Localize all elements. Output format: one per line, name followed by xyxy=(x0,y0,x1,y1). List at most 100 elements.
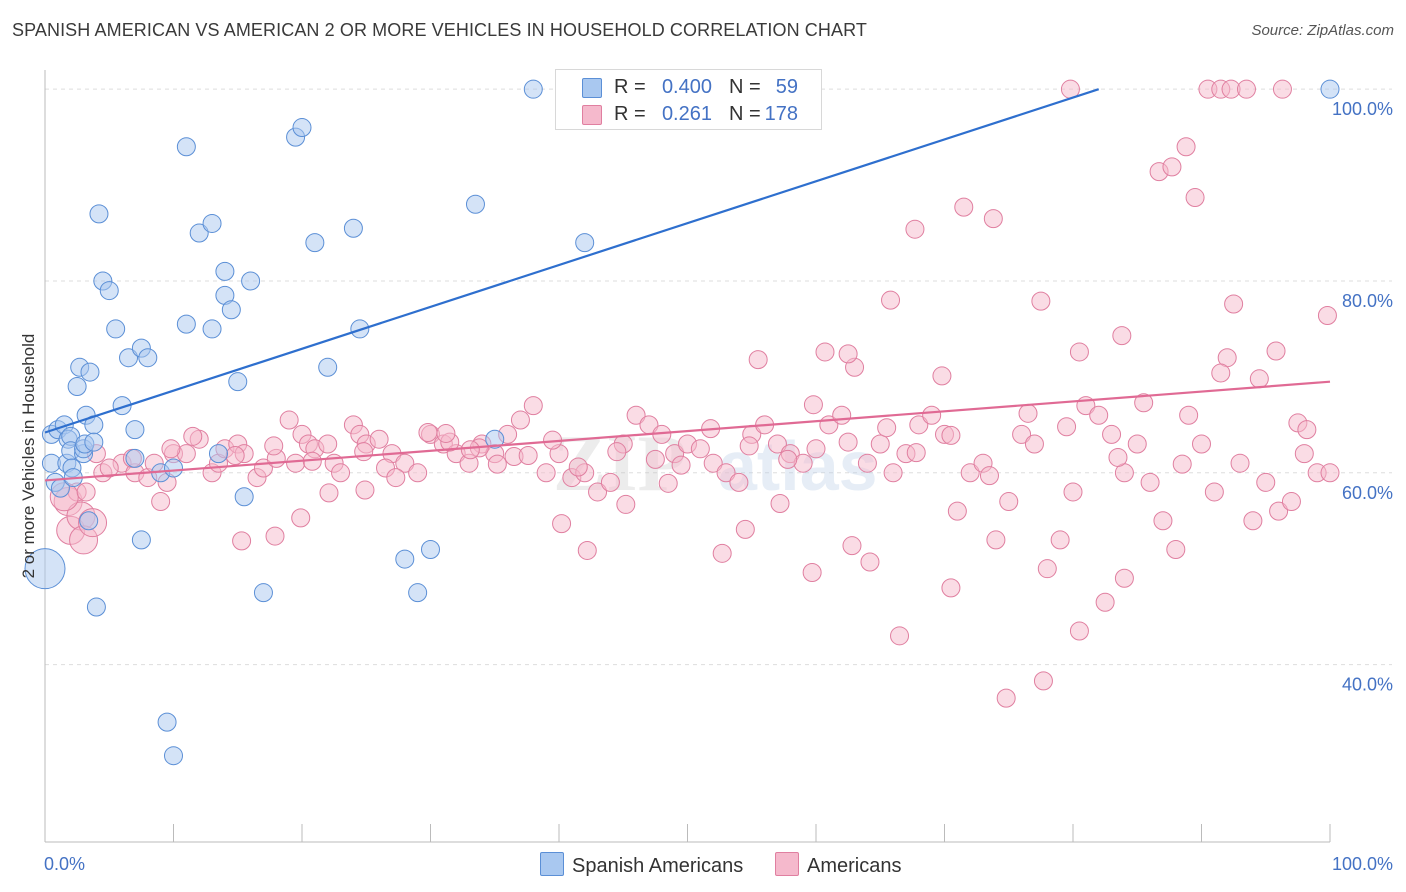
spanish-american-point xyxy=(176,314,196,334)
american-point xyxy=(806,439,826,459)
american-point xyxy=(922,405,942,425)
american-point xyxy=(983,209,1003,229)
american-point xyxy=(286,453,306,473)
american-point xyxy=(76,482,96,502)
american-point xyxy=(354,442,374,462)
y-tick-label: 40.0% xyxy=(1342,675,1393,695)
spanish-american-point xyxy=(79,511,99,531)
legend-n-value: 59 xyxy=(775,76,798,98)
legend-swatch-blue xyxy=(582,78,602,98)
spanish-american-point xyxy=(318,357,338,377)
american-point xyxy=(1176,137,1196,157)
american-point xyxy=(577,540,597,560)
american-point xyxy=(1134,393,1154,413)
spanish-american-point xyxy=(89,204,109,224)
bottom-legend-label: Americans xyxy=(807,855,902,877)
spanish-american-point xyxy=(80,362,100,382)
american-point xyxy=(1162,157,1182,177)
spanish-american-point xyxy=(343,218,363,238)
spanish-american-point xyxy=(215,261,235,281)
spanish-american-point xyxy=(523,79,543,99)
american-point xyxy=(395,453,415,473)
spanish-american-point xyxy=(99,281,119,301)
american-point xyxy=(1192,434,1211,454)
legend-swatch-pink xyxy=(582,105,602,125)
legend-r-value: 0.261 xyxy=(661,103,712,125)
american-point xyxy=(600,472,620,492)
spanish-american-point xyxy=(176,137,196,157)
legend-n-label: N = xyxy=(729,103,761,125)
american-point xyxy=(870,434,890,454)
american-point xyxy=(232,531,252,551)
american-point xyxy=(838,432,858,452)
american-point xyxy=(909,415,929,435)
y-axis-label: 2 or more Vehicles in Household xyxy=(19,334,38,579)
american-point xyxy=(1249,369,1269,389)
american-point xyxy=(986,530,1006,550)
y-tick-labels: 100.0% 80.0% 60.0% 40.0% xyxy=(1332,99,1393,694)
american-point xyxy=(1089,405,1109,425)
american-point xyxy=(883,463,903,483)
american-point xyxy=(536,463,556,483)
american-point xyxy=(941,578,961,598)
american-point xyxy=(1112,326,1132,346)
x-tick-labels: 0.0% 100.0% xyxy=(44,854,1393,874)
american-point xyxy=(881,290,901,310)
american-point xyxy=(436,423,456,443)
american-point xyxy=(658,473,678,493)
trend-line-americans xyxy=(44,380,1331,482)
american-point xyxy=(778,449,798,469)
american-point xyxy=(1127,434,1147,454)
american-point xyxy=(1172,454,1192,474)
american-point xyxy=(510,410,530,430)
american-point xyxy=(1108,447,1128,467)
spanish-american-point xyxy=(208,444,228,464)
american-point xyxy=(645,449,665,469)
american-point xyxy=(1266,341,1286,361)
legend-n-value: 178 xyxy=(764,103,798,125)
american-point xyxy=(960,463,980,483)
spanish-american-point xyxy=(305,233,325,253)
trend-lines xyxy=(44,88,1331,482)
americans-points xyxy=(49,79,1340,708)
bottom-legend-label: Spanish Americans xyxy=(572,855,744,877)
spanish-american-point xyxy=(465,194,485,214)
american-point xyxy=(1211,363,1231,383)
bottom-legend-americans: Americans xyxy=(775,852,901,878)
source-label: Source: ZipAtlas.com xyxy=(1251,22,1394,39)
american-point xyxy=(735,519,755,539)
american-point xyxy=(487,454,507,474)
bottom-legend-swatch-blue xyxy=(540,852,564,876)
spanish-american-point xyxy=(395,549,415,569)
american-point xyxy=(1031,291,1051,311)
american-point xyxy=(979,466,999,486)
spanish-american-point xyxy=(157,712,177,732)
american-point xyxy=(318,434,338,454)
american-point xyxy=(905,219,925,239)
american-point xyxy=(1012,424,1032,444)
american-point xyxy=(626,405,646,425)
legend-row-spanish-americans: R = 0.400 N = 59 xyxy=(556,74,821,102)
bottom-legend-swatch-pink xyxy=(775,852,799,876)
american-point xyxy=(523,396,543,416)
american-point xyxy=(408,463,428,483)
american-point xyxy=(291,508,311,528)
american-point xyxy=(1153,511,1173,531)
american-point xyxy=(941,425,961,445)
american-point xyxy=(842,536,862,556)
american-point xyxy=(671,455,691,475)
legend-n-label: N = xyxy=(729,76,761,98)
spanish-american-point xyxy=(164,458,183,478)
american-point xyxy=(264,436,284,456)
american-point xyxy=(1236,79,1256,99)
american-point xyxy=(161,439,181,459)
american-point xyxy=(1179,405,1199,425)
american-point xyxy=(1057,417,1077,437)
spanish-american-point xyxy=(253,583,273,603)
american-point xyxy=(857,453,877,473)
spanish-americans-points xyxy=(24,79,1340,766)
spanish-american-point xyxy=(241,271,261,291)
american-point xyxy=(460,440,480,460)
american-point xyxy=(369,429,389,449)
y-tick-label: 100.0% xyxy=(1332,99,1393,119)
